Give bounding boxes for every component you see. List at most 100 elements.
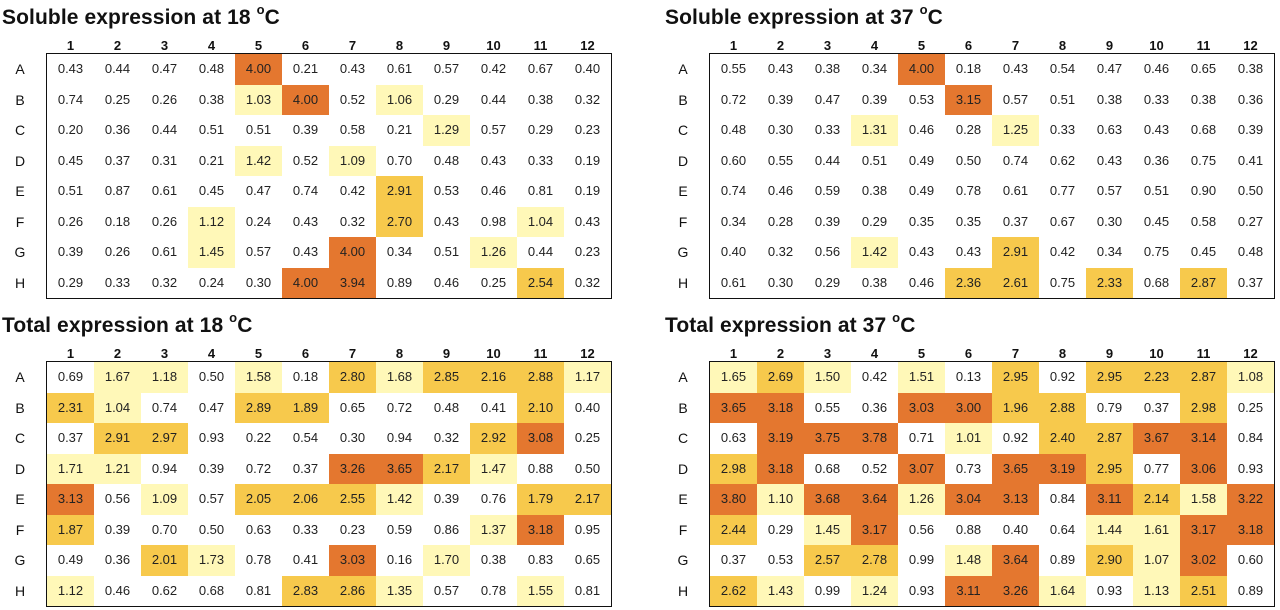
heatmap-cell: 0.84 <box>1227 423 1274 454</box>
column-label-9: 9 <box>442 38 451 53</box>
heatmap-cell: 0.65 <box>564 545 611 576</box>
heatmap-cell: 2.57 <box>804 545 851 576</box>
heatmap-cell: 0.46 <box>94 575 141 606</box>
heatmap-cell: 2.17 <box>423 453 470 484</box>
heatmap-cell: 0.35 <box>945 206 992 237</box>
heatmap-cell: 3.11 <box>1086 484 1133 515</box>
heatmap-cell: 0.29 <box>757 514 804 545</box>
heatmap-cell: 3.18 <box>757 392 804 423</box>
row-label-G: G <box>677 244 689 260</box>
heatmap-cell: 0.38 <box>1086 84 1133 115</box>
column-label-10: 10 <box>486 346 501 361</box>
heatmap-cell: 0.23 <box>329 514 376 545</box>
heatmap-cell: 0.34 <box>376 237 423 268</box>
row-label-B: B <box>678 399 688 416</box>
heatmap-cell: 1.44 <box>1086 514 1133 545</box>
heatmap-cell: 0.60 <box>1227 545 1274 576</box>
heatmap-cell: 0.94 <box>141 453 188 484</box>
heatmap-cell: 0.43 <box>1086 145 1133 176</box>
heatmap-cell: 1.24 <box>851 575 898 606</box>
heatmap-cell: 0.46 <box>898 115 945 146</box>
heatmap-grid: 0.55 0.43 0.38 0.34 4.00 0.18 0.43 0.54 0.47 0.46… <box>709 53 1275 299</box>
heatmap-cell: 3.17 <box>1180 514 1227 545</box>
heatmap-cell: 0.46 <box>757 176 804 207</box>
heatmap-cell: 3.18 <box>517 514 564 545</box>
heatmap-cell: 3.94 <box>329 267 376 298</box>
heatmap-cell: 0.40 <box>564 392 611 423</box>
heatmap-cell: 0.29 <box>47 267 94 298</box>
heatmap-cell: 0.43 <box>898 237 945 268</box>
row-label-C: C <box>677 430 689 446</box>
heatmap-cell: 0.40 <box>710 237 757 268</box>
column-label-12: 12 <box>1243 38 1258 53</box>
heatmap-cell: 0.99 <box>898 545 945 576</box>
row-label-A: A <box>678 61 688 77</box>
row-label-F: F <box>678 213 688 230</box>
heatmap-cell: 0.36 <box>94 115 141 146</box>
heatmap-cell: 0.57 <box>423 575 470 606</box>
row-label-C: C <box>14 430 26 446</box>
heatmap-cell: 0.67 <box>1039 206 1086 237</box>
heatmap-cell: 3.19 <box>757 423 804 454</box>
heatmap-cell: 0.84 <box>1039 484 1086 515</box>
heatmap-cell: 1.96 <box>992 392 1039 423</box>
heatmap-cell: 1.68 <box>376 362 423 393</box>
heatmap-cell: 0.39 <box>423 484 470 515</box>
column-label-1: 1 <box>729 38 738 53</box>
heatmap-cell: 0.61 <box>141 176 188 207</box>
chart-title-unit: C <box>237 314 253 337</box>
heatmap-cell: 0.92 <box>992 423 1039 454</box>
heatmap-cell: 0.78 <box>235 545 282 576</box>
heatmap-cell: 0.50 <box>188 362 235 393</box>
heatmap-cell: 3.13 <box>992 484 1039 515</box>
column-label-1: 1 <box>729 346 738 361</box>
heatmap-cell: 0.51 <box>423 237 470 268</box>
heatmap-cell: 0.30 <box>757 115 804 146</box>
row-label-H: H <box>14 582 26 599</box>
heatmap-cell: 1.10 <box>757 484 804 515</box>
heatmap-cell: 1.12 <box>47 575 94 606</box>
heatmap-cell: 0.46 <box>1133 54 1180 85</box>
heatmap-cell: 0.44 <box>470 84 517 115</box>
heatmap-cell: 4.00 <box>329 237 376 268</box>
heatmap-cell: 0.52 <box>282 145 329 176</box>
heatmap-cell: 0.38 <box>1180 84 1227 115</box>
heatmap-cell: 0.90 <box>1180 176 1227 207</box>
heatmap-cell: 0.32 <box>564 267 611 298</box>
heatmap-cell: 2.88 <box>1039 392 1086 423</box>
heatmap-cell: 1.18 <box>141 362 188 393</box>
chart-title-unit: C <box>900 314 916 337</box>
heatmap-cell: 0.89 <box>1039 545 1086 576</box>
column-label-2: 2 <box>113 346 122 361</box>
heatmap-cell: 0.39 <box>282 115 329 146</box>
heatmap-cell: 2.62 <box>710 575 757 606</box>
heatmap-cell: 0.30 <box>757 267 804 298</box>
column-label-12: 12 <box>580 346 595 361</box>
heatmap-cell: 3.26 <box>992 575 1039 606</box>
heatmap-cell: 2.88 <box>517 362 564 393</box>
heatmap-cell: 0.33 <box>517 145 564 176</box>
heatmap-cell: 0.74 <box>282 176 329 207</box>
heatmap-cell: 2.78 <box>851 545 898 576</box>
heatmap-cell: 0.19 <box>564 176 611 207</box>
heatmap-cell: 1.12 <box>188 206 235 237</box>
heatmap-cell: 0.39 <box>188 453 235 484</box>
column-label-9: 9 <box>1105 38 1114 53</box>
heatmap-cell: 0.16 <box>376 545 423 576</box>
heatmap-cell: 0.38 <box>851 176 898 207</box>
heatmap-cell: 0.98 <box>470 206 517 237</box>
heatmap-cell: 0.39 <box>94 514 141 545</box>
heatmap-cell: 0.26 <box>47 206 94 237</box>
heatmap-cell: 0.49 <box>898 176 945 207</box>
heatmap-cell: 3.15 <box>945 84 992 115</box>
heatmap-cell: 0.47 <box>804 84 851 115</box>
heatmap-cell: 0.29 <box>804 267 851 298</box>
heatmap-cell: 0.39 <box>804 206 851 237</box>
heatmap-cell: 1.45 <box>188 237 235 268</box>
heatmap-cell: 0.86 <box>423 514 470 545</box>
heatmap-cell: 0.32 <box>423 423 470 454</box>
heatmap-cell: 3.64 <box>851 484 898 515</box>
heatmap-cell: 0.26 <box>141 206 188 237</box>
heatmap-cell: 0.28 <box>757 206 804 237</box>
heatmap-cell: 2.70 <box>376 206 423 237</box>
